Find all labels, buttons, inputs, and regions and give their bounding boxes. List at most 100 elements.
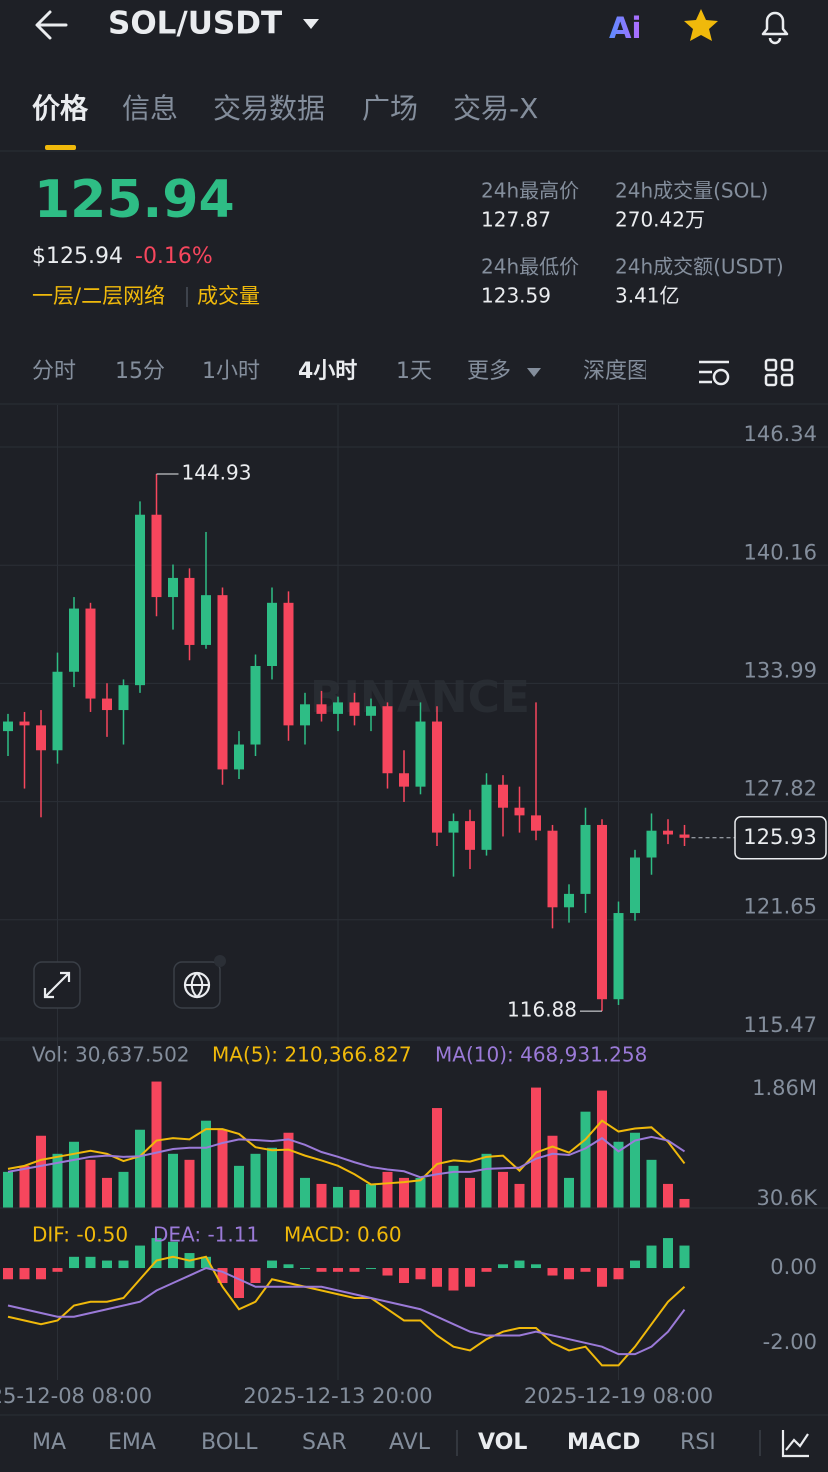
volume-bar: [564, 1177, 574, 1208]
candle-body: [547, 830, 558, 908]
tab-underline: [45, 145, 76, 150]
indicator[interactable]: EMA: [108, 1430, 156, 1455]
volume-bar: [36, 1135, 46, 1208]
candle-body: [564, 893, 574, 908]
interval[interactable]: 分时: [32, 359, 76, 384]
ai-button[interactable]: Ai: [609, 11, 641, 45]
candle-body: [630, 857, 640, 914]
stat-value: 270.42万: [615, 208, 705, 232]
annotation-label: 144.93: [182, 460, 252, 484]
volume-bar: [399, 1177, 409, 1208]
indicator[interactable]: RSI: [680, 1430, 716, 1455]
notification-bell[interactable]: [761, 11, 789, 45]
volume-bar: [217, 1129, 228, 1208]
candle-body: [498, 784, 508, 808]
indicator[interactable]: VOL: [478, 1430, 527, 1455]
macd-bar: [267, 1260, 277, 1269]
favorite-star[interactable]: [684, 9, 718, 41]
volume-bar: [498, 1171, 508, 1208]
back-arrow: [35, 10, 68, 40]
fullscreen-icon: [43, 971, 71, 999]
more-dropdown[interactable]: [527, 368, 541, 377]
tab[interactable]: 交易数据: [213, 92, 325, 125]
fiat-price: $125.94: [32, 244, 123, 269]
charts: 2025-12-08 08:00 2025-12-13 20:00 2025-12-…: [0, 405, 828, 1408]
indicator-settings[interactable]: [781, 1430, 809, 1458]
tab[interactable]: 价格: [32, 92, 89, 125]
fullscreen-button[interactable]: [33, 961, 81, 1009]
category-tag[interactable]: 成交量: [197, 284, 260, 308]
candle-body: [531, 815, 541, 831]
symbol-dropdown[interactable]: [303, 19, 319, 29]
tabs: 价格 信息 交易数据 广场 交易-X: [32, 92, 538, 125]
candle-body: [184, 577, 195, 645]
tab[interactable]: 广场: [362, 92, 418, 125]
macd-bar: [168, 1241, 178, 1269]
indicator-bar: MA EMA BOLL SAR AVL VOL MACD RSI: [32, 1430, 716, 1455]
indicator[interactable]: MA: [32, 1430, 66, 1455]
volume-bar: [646, 1159, 657, 1208]
candle-body: [415, 721, 426, 787]
macd-bar: [547, 1268, 558, 1276]
chart-settings-button[interactable]: [699, 360, 730, 386]
legend-entry: Vol: 30,637.502: [32, 1043, 190, 1067]
macd-bar: [283, 1264, 294, 1269]
macd-bar: [3, 1268, 13, 1280]
candle-body: [514, 807, 525, 816]
volume-bar: [333, 1186, 343, 1208]
interval[interactable]: 15分: [115, 359, 165, 384]
y-tick-label: 146.34: [744, 422, 817, 446]
symbol[interactable]: SOL/USDT: [108, 6, 282, 42]
volume-bar: [250, 1153, 261, 1208]
interval[interactable]: 4小时: [298, 359, 357, 384]
indicator[interactable]: BOLL: [201, 1430, 258, 1455]
tab[interactable]: 交易-X: [453, 92, 538, 125]
macd-bar: [118, 1260, 129, 1269]
macd-bar: [135, 1245, 145, 1269]
layout-button[interactable]: [764, 358, 794, 387]
indicator[interactable]: MACD: [567, 1430, 640, 1455]
macd-bar: [316, 1268, 327, 1272]
macd-bar: [679, 1245, 690, 1269]
candle-body: [580, 824, 591, 894]
candle-body: [679, 834, 690, 838]
volume-bar: [366, 1183, 376, 1208]
tab[interactable]: 信息: [122, 92, 178, 125]
candle-body: [448, 821, 459, 833]
candle-body: [135, 514, 145, 686]
volume-bar: [465, 1177, 475, 1208]
volume-bar: [300, 1177, 310, 1208]
volume-bar: [151, 1081, 162, 1208]
indicator[interactable]: AVL: [389, 1430, 431, 1455]
layout-icon: [780, 373, 794, 387]
macd-bar: [597, 1268, 607, 1287]
candle-body: [19, 721, 30, 726]
interval[interactable]: 1小时: [202, 359, 260, 384]
volume-bar: [19, 1165, 30, 1208]
candle-body: [349, 702, 360, 716]
candle-body: [481, 784, 492, 850]
macd-bar: [300, 1268, 310, 1270]
volume-bar: [630, 1132, 640, 1208]
globe-button[interactable]: [173, 955, 226, 1009]
volume-bar: [481, 1153, 492, 1208]
candle-body: [85, 608, 96, 699]
indicator[interactable]: SAR: [302, 1430, 347, 1455]
badge: [214, 955, 226, 967]
candle-body: [333, 702, 343, 714]
x-tick-label: 2025-12-19 08:00: [524, 1384, 713, 1408]
layout-icon: [764, 358, 778, 372]
interval[interactable]: 更多: [467, 359, 511, 384]
macd-line: [7, 1266, 686, 1356]
volume-bar: [547, 1135, 558, 1208]
x-tick-label: 2025-12-08 08:00: [0, 1384, 152, 1408]
category-tag[interactable]: 一层/二层网络: [32, 284, 165, 308]
back-button[interactable]: [35, 10, 68, 40]
candle-body: [663, 830, 673, 835]
candle-body: [102, 698, 112, 711]
volume-bar: [580, 1111, 591, 1208]
interval[interactable]: 1天: [396, 359, 432, 384]
interval[interactable]: 深度图: [583, 359, 649, 384]
x-tick-label: 2025-12-13 20:00: [243, 1384, 432, 1408]
